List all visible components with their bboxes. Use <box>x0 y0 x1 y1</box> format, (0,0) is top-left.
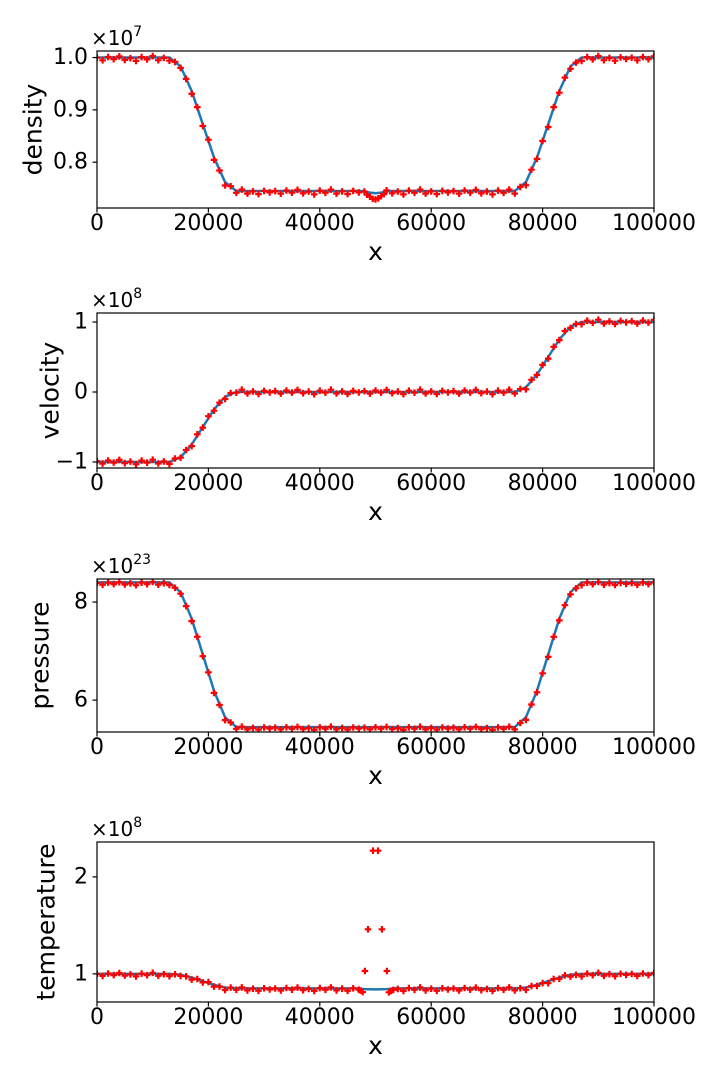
pressure-offset-text: ×1023 <box>91 552 151 578</box>
velocity-x-tick-label: 60000 <box>396 471 466 496</box>
temperature-markers <box>97 847 654 996</box>
density-x-tick-label: 80000 <box>508 211 578 236</box>
pressure-y-tick-label: 6 <box>74 688 88 713</box>
pressure-ylabel: pressure <box>26 602 55 710</box>
velocity-y-tick-label: −1 <box>56 449 88 474</box>
velocity-offset-text: ×108 <box>91 286 142 312</box>
density-x-tick-label: 40000 <box>285 211 355 236</box>
density-y-tick-label: 0.8 <box>53 150 88 175</box>
chart-velocity-svg: 0 20000 40000 60000 80000 10000010−1×108veloc… <box>36 286 696 526</box>
temperature-y-tick-label: 1 <box>74 961 88 986</box>
temperature-offset-text: ×108 <box>91 815 142 841</box>
density-axes-frame <box>96 50 655 209</box>
pressure-x-tick-label: 80000 <box>508 735 578 760</box>
temperature-xlabel: x <box>368 1031 383 1060</box>
pressure-x-tick-label: 0 <box>90 735 104 760</box>
temperature-axes-frame <box>96 841 655 1003</box>
chart-density-svg: 0 20000 40000 60000 80000 100000 1.0 0.9 0.8 ×107… <box>19 24 696 266</box>
chart-pressure: 0 20000 40000 60000 80000 100000 8 6 ×1023 pressu… <box>0 540 720 810</box>
pressure-x-tick-label: 100000 <box>612 735 696 760</box>
density-x-tick-label: 100000 <box>612 211 696 236</box>
temperature-ylabel: temperature <box>32 843 61 1000</box>
pressure-x-tick-label: 40000 <box>285 735 355 760</box>
density-ylabel: density <box>19 83 48 175</box>
velocity-y-tick-label: 1 <box>74 310 88 335</box>
velocity-xlabel: x <box>368 497 383 526</box>
velocity-x-tick-label: 40000 <box>285 471 355 496</box>
velocity-x-tick-label: 80000 <box>508 471 578 496</box>
temperature-x-tick-label: 40000 <box>285 1005 355 1030</box>
pressure-line <box>97 581 654 729</box>
density-x-tick-label: 20000 <box>173 211 243 236</box>
temperature-x-tick-label: 0 <box>90 1005 104 1030</box>
velocity-x-tick-label: 100000 <box>612 471 696 496</box>
chart-temperature-svg: 0 20000 40000 60000 80000 100000 2 1 ×108 tempera… <box>32 815 696 1060</box>
pressure-y-tick-label: 8 <box>74 590 88 615</box>
temperature-x-tick-label: 20000 <box>173 1005 243 1030</box>
density-xlabel: x <box>368 237 383 266</box>
chart-temperature: 0 20000 40000 60000 80000 100000 2 1 ×108 tempera… <box>0 810 720 1080</box>
density-x-tick-label: 0 <box>90 211 104 236</box>
temperature-y-tick-label: 2 <box>74 864 88 889</box>
density-y-tick-label: 0.9 <box>53 97 88 122</box>
pressure-x-tick-label: 20000 <box>173 735 243 760</box>
velocity-x-tick-label: 20000 <box>173 471 243 496</box>
pressure-xlabel: x <box>368 761 383 790</box>
temperature-x-tick-label: 80000 <box>508 1005 578 1030</box>
chart-pressure-svg: 0 20000 40000 60000 80000 100000 8 6 ×1023 pressu… <box>26 552 696 790</box>
temperature-x-tick-label: 60000 <box>396 1005 466 1030</box>
temperature-x-tick-label: 100000 <box>612 1005 696 1030</box>
pressure-axes-frame <box>96 578 655 733</box>
velocity-markers <box>97 316 654 468</box>
density-line <box>97 56 654 195</box>
pressure-markers <box>97 579 654 732</box>
chart-density: 0 20000 40000 60000 80000 100000 1.0 0.9 0.8 ×107… <box>0 0 720 270</box>
density-offset-text: ×107 <box>91 24 142 50</box>
velocity-ylabel: velocity <box>36 341 65 439</box>
density-x-tick-label: 60000 <box>396 211 466 236</box>
velocity-x-tick-label: 0 <box>90 471 104 496</box>
density-y-tick-label: 1.0 <box>53 45 88 70</box>
density-markers <box>97 52 654 203</box>
velocity-axes-frame <box>96 312 655 469</box>
pressure-x-tick-label: 60000 <box>396 735 466 760</box>
chart-velocity: 0 20000 40000 60000 80000 100000 1 0 −1 ×108 veloc… <box>0 270 720 540</box>
velocity-y-tick-label: 0 <box>74 380 88 405</box>
